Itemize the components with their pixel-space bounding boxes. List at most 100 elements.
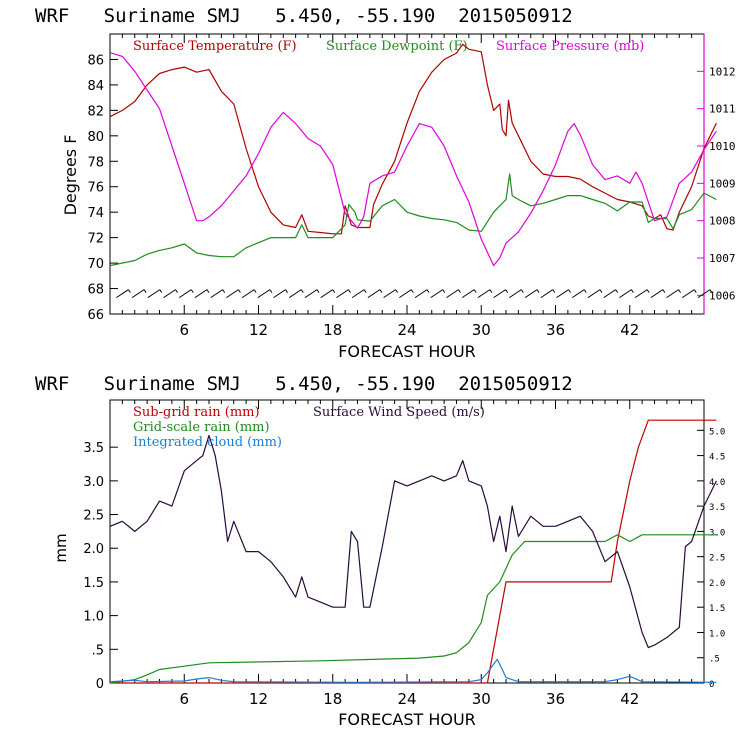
y2-tick-label: 4.5 — [709, 453, 725, 463]
x-tick-label: 12 — [249, 690, 268, 708]
wind-barb-flag — [363, 289, 367, 293]
wind-barb-flag — [489, 289, 493, 293]
wind-barb — [304, 289, 318, 299]
bottom-y-axis-label: mm — [52, 533, 70, 562]
wind-barb-flag — [316, 289, 320, 293]
wind-barb-flag — [505, 289, 509, 293]
wind-barb — [493, 289, 506, 299]
x-tick-label: 6 — [179, 321, 189, 339]
series-line-surface-dewpoint-f — [109, 173, 717, 267]
wind-barb — [414, 289, 428, 299]
wind-barb — [336, 289, 349, 299]
wind-barb — [194, 289, 208, 299]
wind-barb — [399, 289, 412, 299]
wind-barb — [587, 289, 601, 299]
x-tick-label: 18 — [323, 321, 342, 339]
wind-barb-flag — [379, 289, 383, 293]
wind-barb — [571, 289, 585, 299]
wind-barb-flag — [583, 289, 587, 293]
wind-barb-flag — [410, 289, 414, 293]
wind-barb — [619, 289, 632, 299]
x-tick-label: 12 — [249, 321, 268, 339]
y2-tick-label: 1009 — [709, 177, 736, 190]
x-tick-label: 24 — [397, 690, 416, 708]
y-tick-label: 1.0 — [83, 610, 104, 625]
x-tick-label: 42 — [620, 321, 639, 339]
wind-barb-flag — [709, 289, 713, 293]
wind-barb-flag — [269, 289, 273, 293]
legend-surface-dewpoint: Surface Dewpoint (F) — [326, 39, 468, 54]
wind-barb-flag — [552, 289, 556, 293]
y2-tick-label: 3.0 — [709, 528, 725, 538]
bottom-title: WRF Suriname SMJ 5.450, -55.190 20150509… — [35, 373, 573, 395]
series-line-surface-temperature-f — [109, 43, 717, 235]
y-tick-label: 72 — [87, 232, 104, 247]
y-tick-label: 2.0 — [83, 542, 104, 557]
legend-integrated-cloud: Integrated cloud (mm) — [133, 435, 282, 450]
wind-barb — [540, 289, 554, 299]
wind-barb — [226, 289, 239, 299]
wind-barb-flag — [222, 289, 226, 293]
wind-barbs — [116, 289, 713, 299]
top-y-axis-label: Degrees F — [61, 135, 80, 216]
wind-barb — [131, 289, 145, 299]
x-tick-label: 24 — [397, 321, 416, 339]
y-tick-label: 3.0 — [83, 475, 104, 490]
top-series-group — [109, 43, 717, 267]
y2-tick-label: 2.0 — [709, 579, 725, 589]
top-x-axis: 6 12 18 24 30 36 42 — [121, 34, 693, 339]
legend-surface-temperature: Surface Temperature (F) — [133, 39, 297, 54]
temperature-panel: WRF Suriname SMJ 5.450, -55.190 20150509… — [35, 5, 736, 361]
wind-barb-flag — [190, 289, 194, 293]
wind-barb-flag — [300, 289, 304, 293]
wind-barb-flag — [536, 289, 540, 293]
wind-barb-flag — [143, 289, 147, 293]
wind-barb-flag — [348, 289, 351, 293]
series-line-surface-wind-speed-m-s — [109, 434, 717, 649]
y-tick-label: 3.5 — [83, 441, 104, 456]
y-tick-label: .5 — [92, 643, 104, 658]
y2-tick-label: 1006 — [709, 289, 736, 302]
wind-barb-flag — [693, 289, 697, 293]
x-tick-label: 36 — [546, 690, 565, 708]
wind-barb — [477, 289, 491, 299]
wind-barb-flag — [127, 289, 131, 293]
series-line-integrated-cloud-mm — [109, 658, 717, 683]
wind-barb — [289, 289, 302, 299]
wind-barb-flag — [662, 289, 666, 293]
wind-barb — [257, 289, 271, 299]
y-tick-label: 68 — [87, 283, 104, 298]
y-tick-label: 70 — [87, 257, 104, 272]
wind-barb-flag — [630, 289, 634, 293]
top-left-axis: 66 68 70 72 74 76 78 80 82 84 86 — [87, 53, 118, 323]
y-tick-label: 1.5 — [83, 576, 104, 591]
wind-barb-flag — [599, 289, 603, 293]
wind-barb-flag — [159, 289, 163, 293]
wind-barb — [461, 289, 475, 299]
wind-barb — [430, 289, 444, 299]
wind-barb — [178, 289, 192, 299]
wind-barb — [634, 289, 648, 299]
wind-barb — [320, 289, 334, 299]
wind-barb-flag — [332, 289, 336, 293]
y-tick-label: 66 — [87, 308, 104, 323]
wind-barb — [273, 289, 286, 299]
y-tick-label: 0 — [96, 677, 104, 692]
y2-tick-label: .5 — [709, 655, 720, 665]
wind-barb-flag — [285, 289, 288, 293]
y2-tick-label: 1.5 — [709, 604, 725, 614]
wind-barb-flag — [395, 289, 399, 293]
wind-barb-flag — [426, 289, 430, 293]
y2-tick-label: 0 — [709, 680, 714, 690]
y2-tick-label: 3.5 — [709, 503, 725, 513]
wind-barb-flag — [253, 289, 257, 293]
bottom-left-axis: 0 .5 1.0 1.5 2.0 2.5 3.0 3.5 — [83, 441, 118, 692]
wind-barb — [446, 289, 459, 299]
y2-tick-label: 1007 — [709, 252, 736, 265]
x-tick-label: 42 — [620, 690, 639, 708]
series-line-grid-scale-rain-mm — [109, 534, 717, 684]
x-tick-label: 30 — [472, 321, 491, 339]
wind-barb — [116, 289, 129, 299]
legend-subgrid-rain: Sub-grid rain (mm) — [133, 405, 260, 420]
